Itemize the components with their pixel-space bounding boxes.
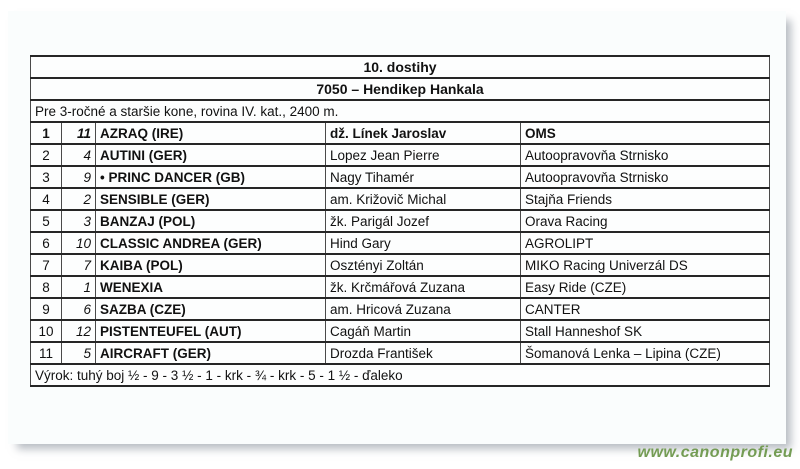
number-cell: 5 <box>61 341 96 365</box>
result-row: 3 9 • PRINC DANCER (GB) Nagy Tihamér Aut… <box>30 165 771 189</box>
result-row: 10 12 PISTENTEUFEL (AUT) Cagáň Martin St… <box>30 319 771 343</box>
jockey-cell: Cagáň Martin <box>325 319 521 343</box>
result-row: 8 1 WENEXIA žk. Krčmářová Zuzana Easy Ri… <box>30 275 771 299</box>
result-row: 5 3 BANZAJ (POL) žk. Parigál Jozef Orava… <box>30 209 771 233</box>
stable-cell: Šomanová Lenka – Lipina (CZE) <box>519 341 771 365</box>
place-cell: 10 <box>30 319 62 343</box>
horse-cell: KAIBA (POL) <box>95 253 326 277</box>
place-cell: 3 <box>30 165 62 189</box>
result-row: 2 4 AUTINI (GER) Lopez Jean Pierre Autoo… <box>30 143 771 167</box>
number-cell: 3 <box>61 209 96 233</box>
stable-cell: OMS <box>519 121 771 145</box>
race-title: 10. dostihy <box>29 55 771 79</box>
jockey-cell: Drozda František <box>325 341 521 365</box>
scanned-page: 10. dostihy 7050 – Hendikep Hankala Pre … <box>8 11 786 444</box>
stable-cell: Easy Ride (CZE) <box>519 275 771 299</box>
horse-cell: • PRINC DANCER (GB) <box>95 165 326 189</box>
horse-cell: CLASSIC ANDREA (GER) <box>95 231 326 255</box>
place-cell: 8 <box>30 275 62 299</box>
jockey-cell: žk. Parigál Jozef <box>325 209 521 233</box>
result-row: 9 6 SAZBA (CZE) am. Hricová Zuzana CANTE… <box>30 297 771 321</box>
result-row: 4 2 SENSIBLE (GER) am. Križovič Michal S… <box>30 187 771 211</box>
place-cell: 6 <box>30 231 62 255</box>
stable-cell: Orava Racing <box>519 209 771 233</box>
results-body: 10. dostihy 7050 – Hendikep Hankala Pre … <box>29 55 771 387</box>
result-row: 11 5 AIRCRAFT (GER) Drozda František Šom… <box>30 341 771 365</box>
jockey-cell: žk. Krčmářová Zuzana <box>325 275 521 299</box>
jockey-cell: Lopez Jean Pierre <box>325 143 521 167</box>
horse-cell: BANZAJ (POL) <box>95 209 326 233</box>
place-cell: 4 <box>30 187 62 211</box>
horse-cell: SENSIBLE (GER) <box>95 187 326 211</box>
race-title-row: 10. dostihy <box>29 55 771 79</box>
place-cell: 5 <box>30 209 62 233</box>
horse-cell: WENEXIA <box>95 275 326 299</box>
result-row: 6 10 CLASSIC ANDREA (GER) Hind Gary AGRO… <box>30 231 771 255</box>
jockey-cell: Hind Gary <box>325 231 521 255</box>
verdict-row: Výrok: tuhý boj ½ - 9 - 3 ½ - 1 - krk - … <box>29 363 771 387</box>
horse-cell: AIRCRAFT (GER) <box>95 341 326 365</box>
place-cell: 11 <box>30 341 62 365</box>
stable-cell: Stajňa Friends <box>519 187 771 211</box>
race-conditions: Pre 3-ročné a staršie kone, rovina IV. k… <box>29 99 771 123</box>
race-subtitle-row: 7050 – Hendikep Hankala <box>29 77 771 101</box>
place-cell: 1 <box>30 121 62 145</box>
jockey-cell: Osztényi Zoltán <box>325 253 521 277</box>
stable-cell: Autoopravovňa Strnisko <box>519 165 771 189</box>
place-cell: 9 <box>30 297 62 321</box>
place-cell: 7 <box>30 253 62 277</box>
number-cell: 7 <box>61 253 96 277</box>
watermark-url: www.canonprofi.eu <box>637 444 793 461</box>
stable-cell: AGROLIPT <box>519 231 771 255</box>
horse-cell: AUTINI (GER) <box>95 143 326 167</box>
stable-cell: CANTER <box>519 297 771 321</box>
race-conditions-row: Pre 3-ročné a staršie kone, rovina IV. k… <box>29 99 771 123</box>
jockey-cell: dž. Línek Jaroslav <box>325 121 521 145</box>
number-cell: 9 <box>61 165 96 189</box>
result-row: 1 11 AZRAQ (IRE) dž. Línek Jaroslav OMS <box>30 121 771 145</box>
place-cell: 2 <box>30 143 62 167</box>
horse-cell: PISTENTEUFEL (AUT) <box>95 319 326 343</box>
race-verdict: Výrok: tuhý boj ½ - 9 - 3 ½ - 1 - krk - … <box>29 363 771 387</box>
number-cell: 2 <box>61 187 96 211</box>
number-cell: 6 <box>61 297 96 321</box>
number-cell: 10 <box>61 231 96 255</box>
stable-cell: Stall Hanneshof SK <box>519 319 771 343</box>
result-row: 7 7 KAIBA (POL) Osztényi Zoltán MIKO Rac… <box>30 253 771 277</box>
race-subtitle: 7050 – Hendikep Hankala <box>29 77 771 101</box>
number-cell: 1 <box>61 275 96 299</box>
jockey-cell: am. Hricová Zuzana <box>325 297 521 321</box>
horse-cell: AZRAQ (IRE) <box>95 121 326 145</box>
stable-cell: Autoopravovňa Strnisko <box>519 143 771 167</box>
number-cell: 11 <box>61 121 96 145</box>
jockey-cell: am. Križovič Michal <box>325 187 521 211</box>
stable-cell: MIKO Racing Univerzál DS <box>519 253 771 277</box>
horse-cell: SAZBA (CZE) <box>95 297 326 321</box>
number-cell: 4 <box>61 143 96 167</box>
jockey-cell: Nagy Tihamér <box>325 165 521 189</box>
race-results-table: 10. dostihy 7050 – Hendikep Hankala Pre … <box>29 55 771 387</box>
number-cell: 12 <box>61 319 96 343</box>
